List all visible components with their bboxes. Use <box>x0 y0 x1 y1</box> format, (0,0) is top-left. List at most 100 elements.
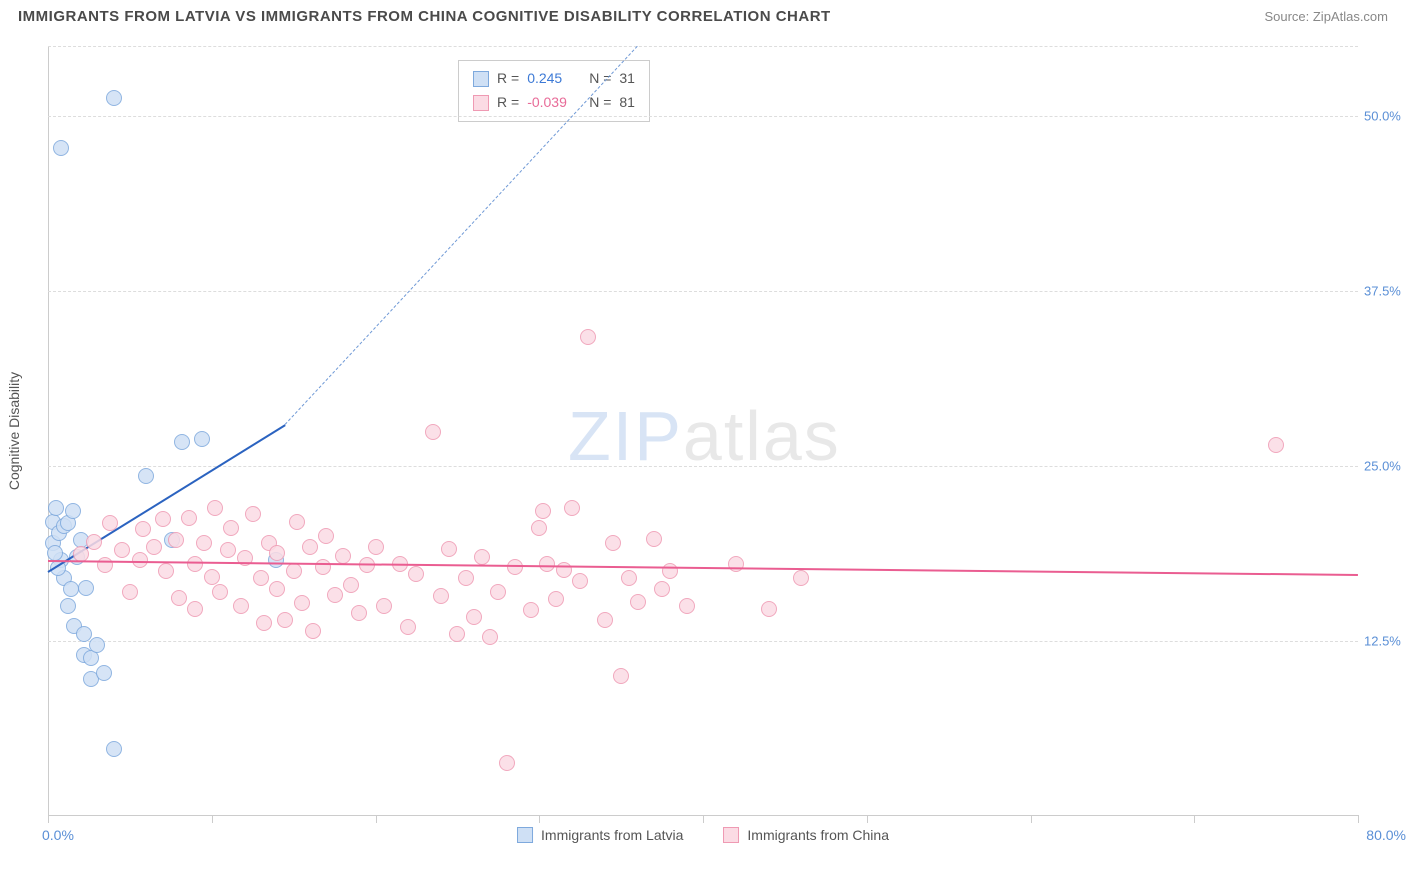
data-point <box>114 542 130 558</box>
data-point <box>539 556 555 572</box>
data-point <box>458 570 474 586</box>
scatter-chart: Cognitive Disability ZIPatlas 0.0% 80.0%… <box>48 46 1358 816</box>
data-point <box>269 545 285 561</box>
data-point <box>187 556 203 572</box>
gridline <box>48 46 1358 47</box>
data-point <box>564 500 580 516</box>
data-point <box>630 594 646 610</box>
data-point <box>89 637 105 653</box>
x-max-label: 80.0% <box>1366 827 1406 843</box>
data-point <box>233 598 249 614</box>
gridline <box>48 116 1358 117</box>
data-point <box>482 629 498 645</box>
data-point <box>168 532 184 548</box>
x-tick <box>539 815 540 823</box>
y-tick-label: 37.5% <box>1364 284 1406 299</box>
swatch-china <box>723 827 739 843</box>
data-point <box>122 584 138 600</box>
data-point <box>572 573 588 589</box>
data-point <box>376 598 392 614</box>
data-point <box>793 570 809 586</box>
data-point <box>531 520 547 536</box>
x-tick <box>212 815 213 823</box>
data-point <box>662 563 678 579</box>
swatch-latvia <box>517 827 533 843</box>
data-point <box>646 531 662 547</box>
gridline <box>48 466 1358 467</box>
data-point <box>499 755 515 771</box>
data-point <box>490 584 506 600</box>
gridline <box>48 291 1358 292</box>
correlation-legend: R = 0.245N = 31R = -0.039N = 81 <box>458 60 650 122</box>
data-point <box>679 598 695 614</box>
data-point <box>305 623 321 639</box>
data-point <box>368 539 384 555</box>
data-point <box>60 598 76 614</box>
data-point <box>174 434 190 450</box>
data-point <box>106 90 122 106</box>
data-point <box>204 569 220 585</box>
data-point <box>102 515 118 531</box>
y-axis <box>48 46 49 815</box>
legend-item-latvia: Immigrants from Latvia <box>517 827 683 843</box>
data-point <box>207 500 223 516</box>
legend-item-china: Immigrants from China <box>723 827 889 843</box>
data-point <box>318 528 334 544</box>
data-point <box>286 563 302 579</box>
data-point <box>53 140 69 156</box>
data-point <box>351 605 367 621</box>
data-point <box>605 535 621 551</box>
y-tick-label: 50.0% <box>1364 109 1406 124</box>
data-point <box>548 591 564 607</box>
data-point <box>78 580 94 596</box>
data-point <box>138 468 154 484</box>
watermark: ZIPatlas <box>568 396 841 476</box>
data-point <box>621 570 637 586</box>
x-min-label: 0.0% <box>42 827 74 843</box>
data-point <box>223 520 239 536</box>
source-attribution: Source: ZipAtlas.com <box>1264 9 1388 24</box>
data-point <box>294 595 310 611</box>
data-point <box>146 539 162 555</box>
data-point <box>96 665 112 681</box>
data-point <box>302 539 318 555</box>
data-point <box>155 511 171 527</box>
data-point <box>196 535 212 551</box>
chart-header: IMMIGRANTS FROM LATVIA VS IMMIGRANTS FRO… <box>0 0 1406 29</box>
data-point <box>474 549 490 565</box>
data-point <box>86 534 102 550</box>
data-point <box>408 566 424 582</box>
gridline <box>48 641 1358 642</box>
data-point <box>425 424 441 440</box>
data-point <box>343 577 359 593</box>
x-tick <box>376 815 377 823</box>
data-point <box>269 581 285 597</box>
data-point <box>466 609 482 625</box>
data-point <box>132 552 148 568</box>
data-point <box>106 741 122 757</box>
data-point <box>580 329 596 345</box>
x-tick <box>1358 815 1359 823</box>
chart-title: IMMIGRANTS FROM LATVIA VS IMMIGRANTS FRO… <box>18 8 831 25</box>
x-tick <box>867 815 868 823</box>
bottom-legend: Immigrants from Latvia Immigrants from C… <box>517 827 889 843</box>
data-point <box>433 588 449 604</box>
data-point <box>63 581 79 597</box>
data-point <box>523 602 539 618</box>
data-point <box>158 563 174 579</box>
data-point <box>212 584 228 600</box>
y-tick-label: 25.0% <box>1364 459 1406 474</box>
data-point <box>597 612 613 628</box>
data-point <box>335 548 351 564</box>
swatch-icon <box>473 95 489 111</box>
data-point <box>1268 437 1284 453</box>
legend-row: R = 0.245N = 31 <box>473 67 635 91</box>
data-point <box>315 559 331 575</box>
data-point <box>194 431 210 447</box>
data-point <box>400 619 416 635</box>
data-point <box>220 542 236 558</box>
data-point <box>327 587 343 603</box>
data-point <box>47 545 63 561</box>
data-point <box>181 510 197 526</box>
x-tick <box>703 815 704 823</box>
